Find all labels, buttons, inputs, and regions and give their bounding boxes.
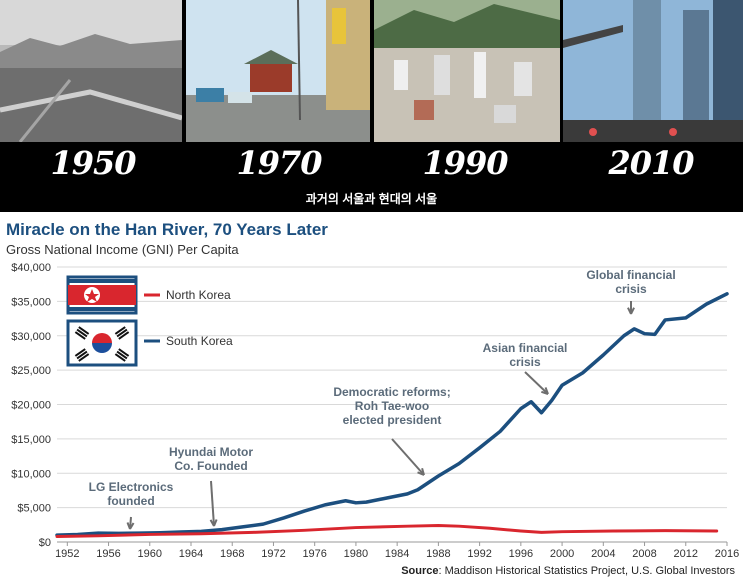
source-text: : Maddison Historical Statistics Project…: [438, 565, 736, 577]
y-tick-label: $30,000: [11, 331, 51, 343]
y-tick-label: $40,000: [11, 262, 51, 274]
seoul-2010-photo: [563, 0, 743, 142]
annotation-label: elected president: [343, 413, 442, 427]
flag-trigram: [78, 326, 90, 335]
source-label: Source: [401, 565, 439, 577]
y-tick-label: $25,000: [11, 365, 51, 377]
x-tick-label: 1988: [426, 548, 450, 560]
annotation-arrow: [524, 371, 549, 395]
y-tick-label: $15,000: [11, 434, 51, 446]
annotation-label: founded: [107, 494, 154, 508]
x-tick-label: 1960: [138, 548, 162, 560]
flag-trigram: [114, 326, 126, 335]
annotation-label: Global financial: [586, 268, 675, 282]
flag-star: [85, 289, 99, 302]
legend-label: South Korea: [166, 334, 233, 348]
y-tick-label: $5,000: [17, 503, 51, 515]
x-tick-label: 1964: [179, 548, 203, 560]
flag-trigram: [76, 328, 88, 338]
flag-trigram: [116, 350, 128, 360]
south-korea-line: [55, 292, 729, 537]
chart-subtitle: Gross National Income (GNI) Per Capita: [6, 242, 239, 257]
annotation-label: Roh Tae-woo: [355, 399, 429, 413]
x-tick-label: 2012: [674, 548, 698, 560]
north-korea-line: [55, 524, 719, 538]
x-tick-label: 2016: [715, 548, 739, 560]
y-tick-label: $35,000: [11, 296, 51, 308]
x-tick-label: 2000: [550, 548, 574, 560]
x-tick-label: 1972: [261, 548, 285, 560]
seoul-1990-photo: [374, 0, 560, 142]
x-tick-label: 1968: [220, 548, 244, 560]
source-note: Source: Maddison Historical Statistics P…: [401, 565, 735, 577]
gni-chart: $0 $5,000 $10,000 $15,000 $20,000 $25,000 $30,…: [11, 262, 739, 560]
x-tick-label: 2008: [632, 548, 656, 560]
y-tick-label: $20,000: [11, 400, 51, 412]
annotation-arrow: [391, 438, 425, 476]
annotation-arrowhead: [541, 387, 549, 395]
decade-label: 1990: [422, 144, 508, 182]
chart-title: Miracle on the Han River, 70 Years Later: [6, 220, 328, 239]
decade-label: 1970: [236, 144, 322, 182]
flag-trigram: [78, 353, 90, 362]
flag-trigram: [74, 348, 86, 357]
flag-taegeuk-top: [92, 333, 112, 343]
flag-stripe: [68, 307, 136, 311]
annotation-label: crisis: [509, 355, 541, 369]
annotation-arrowhead: [627, 307, 635, 315]
flag-trigram: [76, 350, 88, 360]
x-tick-label: 1992: [467, 548, 491, 560]
annotation-label: Hyundai Motor: [169, 445, 253, 459]
x-tick-label: 1956: [96, 548, 120, 560]
x-tick-label: 1996: [509, 548, 533, 560]
x-tick-label: 2004: [591, 548, 615, 560]
x-tick-label: 1952: [55, 548, 79, 560]
seoul-1970-photo: [186, 0, 370, 142]
annotation-arrowhead: [209, 519, 218, 527]
x-tick-label: 1980: [344, 548, 368, 560]
annotation-arrow: [210, 480, 215, 527]
flag-field: [68, 285, 136, 305]
flag-trigram: [74, 331, 86, 340]
x-tick-label: 1976: [302, 548, 326, 560]
flag-trigram: [118, 348, 130, 357]
flag-stripe: [68, 279, 136, 283]
legend-label: North Korea: [166, 288, 231, 302]
x-tick-label: 1984: [385, 548, 409, 560]
annotation-arrowhead: [126, 522, 135, 530]
seoul-1950-photo: [0, 0, 182, 142]
annotation-label: Asian financial: [483, 341, 568, 355]
annotation-label: Co. Founded: [174, 459, 247, 473]
annotation-arrowhead: [417, 467, 425, 476]
flag-taegeuk-bottom: [92, 343, 112, 353]
annotation-label: Democratic reforms;: [333, 385, 450, 399]
decade-label: 2010: [608, 144, 694, 182]
annotation-label: crisis: [615, 282, 647, 296]
flag-trigram: [116, 328, 128, 338]
photo-banner: 1950 1970 1990 2010 과거의 서울과 현대의 서울: [0, 0, 743, 212]
y-tick-label: $10,000: [11, 468, 51, 480]
banner-caption: 과거의 서울과 현대의 서울: [305, 192, 438, 206]
y-tick-label: $0: [39, 537, 51, 549]
flag-trigram: [118, 331, 130, 340]
annotation-label: LG Electronics: [89, 480, 174, 494]
decade-label: 1950: [50, 144, 136, 182]
flag-trigram: [114, 353, 126, 362]
